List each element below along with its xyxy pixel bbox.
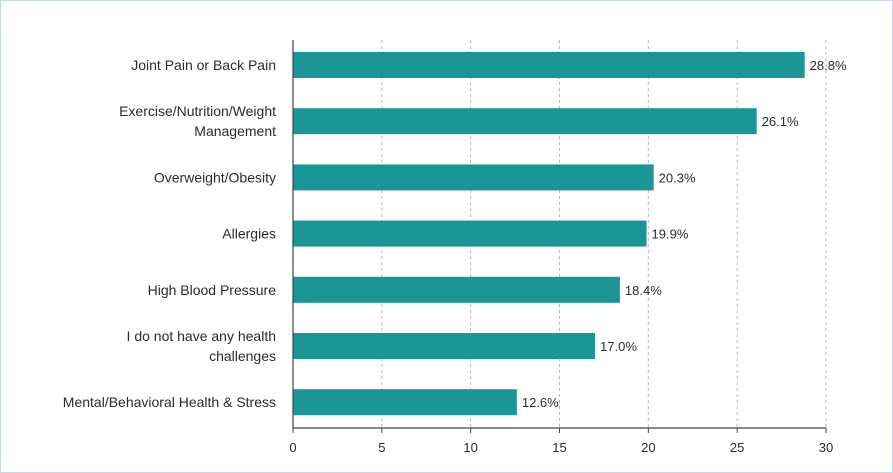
x-tick-label: 0: [289, 440, 296, 455]
category-label: High Blood Pressure: [148, 282, 277, 298]
bar: [293, 389, 517, 416]
bar: [293, 276, 620, 303]
category-label: Joint Pain or Back Pain: [131, 57, 276, 73]
bar: [293, 164, 654, 191]
x-tick-label: 10: [463, 440, 477, 455]
x-tick-label: 5: [378, 440, 385, 455]
bar: [293, 108, 757, 135]
data-label: 19.9%: [652, 227, 689, 242]
category-label: challenges: [209, 348, 276, 364]
x-tick-label: 15: [552, 440, 566, 455]
bar: [293, 220, 647, 247]
data-label: 12.6%: [522, 395, 559, 410]
data-label: 28.8%: [810, 58, 847, 73]
category-label: Mental/Behavioral Health & Stress: [63, 394, 276, 410]
x-tick-label: 20: [641, 440, 655, 455]
category-label: Management: [194, 123, 276, 139]
x-tick-label: 25: [730, 440, 744, 455]
bar: [293, 52, 805, 78]
bar: [293, 333, 596, 359]
category-label: Overweight/Obesity: [154, 169, 276, 185]
x-tick-label: 30: [819, 440, 833, 455]
data-label: 26.1%: [762, 114, 799, 129]
category-label: Allergies: [222, 226, 276, 242]
category-label: Exercise/Nutrition/Weight: [119, 103, 276, 119]
data-label: 18.4%: [625, 283, 662, 298]
data-label: 20.3%: [659, 170, 696, 185]
data-label: 17.0%: [600, 339, 637, 354]
category-label: I do not have any health: [127, 328, 276, 344]
